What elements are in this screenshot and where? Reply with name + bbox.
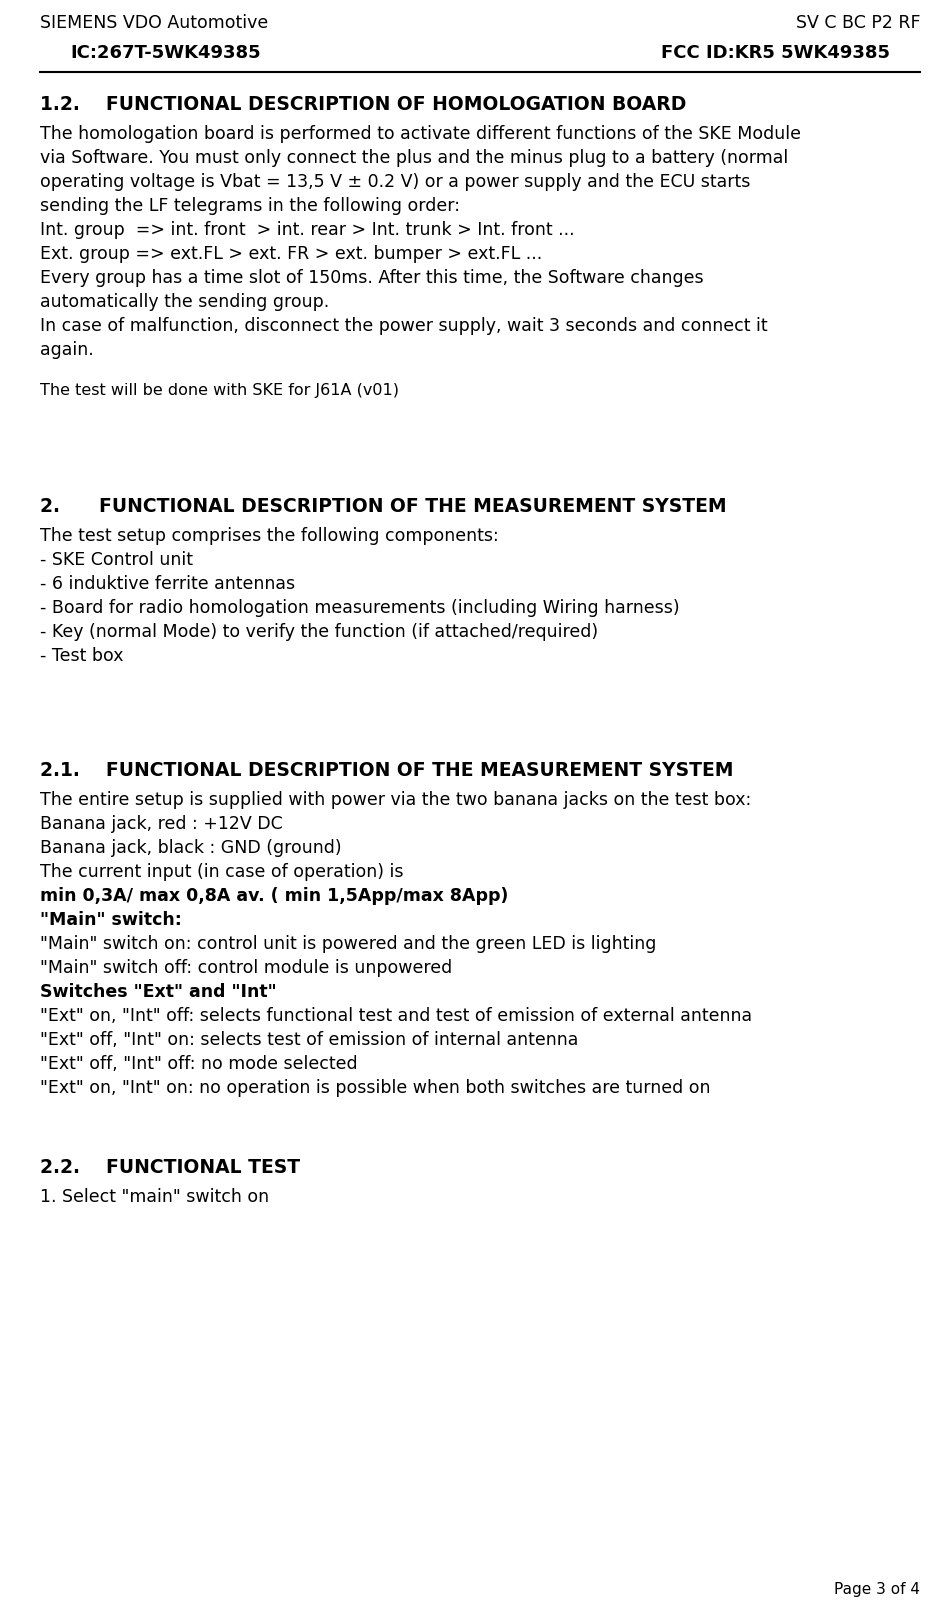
Text: - Key (normal Mode) to verify the function (if attached/required): - Key (normal Mode) to verify the functi… <box>40 623 598 641</box>
Text: Switches "Ext" and "Int": Switches "Ext" and "Int" <box>40 984 277 1001</box>
Text: "Ext" off, "Int" on: selects test of emission of internal antenna: "Ext" off, "Int" on: selects test of emi… <box>40 1032 579 1049</box>
Text: Banana jack, red : +12V DC: Banana jack, red : +12V DC <box>40 815 283 833</box>
Text: Banana jack, black : GND (ground): Banana jack, black : GND (ground) <box>40 839 342 857</box>
Text: The entire setup is supplied with power via the two banana jacks on the test box: The entire setup is supplied with power … <box>40 791 751 809</box>
Text: The test will be done with SKE for J61A (v01): The test will be done with SKE for J61A … <box>40 383 399 397</box>
Text: The homologation board is performed to activate different functions of the SKE M: The homologation board is performed to a… <box>40 125 801 143</box>
Text: Page 3 of 4: Page 3 of 4 <box>834 1583 920 1597</box>
Text: "Ext" off, "Int" off: no mode selected: "Ext" off, "Int" off: no mode selected <box>40 1056 358 1073</box>
Text: SV C BC P2 RF: SV C BC P2 RF <box>796 14 920 32</box>
Text: SIEMENS VDO Automotive: SIEMENS VDO Automotive <box>40 14 268 32</box>
Text: Int. group  => int. front  > int. rear > Int. trunk > Int. front ...: Int. group => int. front > int. rear > I… <box>40 221 575 239</box>
Text: 1. Select "main" switch on: 1. Select "main" switch on <box>40 1189 269 1206</box>
Text: automatically the sending group.: automatically the sending group. <box>40 293 329 311</box>
Text: Ext. group => ext.FL > ext. FR > ext. bumper > ext.FL ...: Ext. group => ext.FL > ext. FR > ext. bu… <box>40 245 542 263</box>
Text: "Main" switch on: control unit is powered and the green LED is lighting: "Main" switch on: control unit is powere… <box>40 936 656 953</box>
Text: - 6 induktive ferrite antennas: - 6 induktive ferrite antennas <box>40 575 295 593</box>
Text: 1.2.    FUNCTIONAL DESCRIPTION OF HOMOLOGATION BOARD: 1.2. FUNCTIONAL DESCRIPTION OF HOMOLOGAT… <box>40 95 686 114</box>
Text: 2.1.    FUNCTIONAL DESCRIPTION OF THE MEASUREMENT SYSTEM: 2.1. FUNCTIONAL DESCRIPTION OF THE MEASU… <box>40 761 733 780</box>
Text: - SKE Control unit: - SKE Control unit <box>40 551 193 569</box>
Text: via Software. You must only connect the plus and the minus plug to a battery (no: via Software. You must only connect the … <box>40 149 788 167</box>
Text: "Main" switch:: "Main" switch: <box>40 912 182 929</box>
Text: "Main" switch off: control module is unpowered: "Main" switch off: control module is unp… <box>40 960 452 977</box>
Text: operating voltage is Vbat = 13,5 V ± 0.2 V) or a power supply and the ECU starts: operating voltage is Vbat = 13,5 V ± 0.2… <box>40 173 750 191</box>
Text: FCC ID:KR5 5WK49385: FCC ID:KR5 5WK49385 <box>661 43 890 62</box>
Text: 2.2.    FUNCTIONAL TEST: 2.2. FUNCTIONAL TEST <box>40 1158 300 1177</box>
Text: Every group has a time slot of 150ms. After this time, the Software changes: Every group has a time slot of 150ms. Af… <box>40 269 703 287</box>
Text: - Board for radio homologation measurements (including Wiring harness): - Board for radio homologation measureme… <box>40 599 680 617</box>
Text: again.: again. <box>40 341 93 359</box>
Text: sending the LF telegrams in the following order:: sending the LF telegrams in the followin… <box>40 197 460 215</box>
Text: 2.      FUNCTIONAL DESCRIPTION OF THE MEASUREMENT SYSTEM: 2. FUNCTIONAL DESCRIPTION OF THE MEASURE… <box>40 497 727 516</box>
Text: - Test box: - Test box <box>40 647 124 665</box>
Text: "Ext" on, "Int" off: selects functional test and test of emission of external an: "Ext" on, "Int" off: selects functional … <box>40 1008 752 1025</box>
Text: "Ext" on, "Int" on: no operation is possible when both switches are turned on: "Ext" on, "Int" on: no operation is poss… <box>40 1080 711 1097</box>
Text: IC:267T-5WK49385: IC:267T-5WK49385 <box>70 43 261 62</box>
Text: In case of malfunction, disconnect the power supply, wait 3 seconds and connect : In case of malfunction, disconnect the p… <box>40 317 767 335</box>
Text: The test setup comprises the following components:: The test setup comprises the following c… <box>40 527 498 545</box>
Text: min 0,3A/ max 0,8A av. ( min 1,5App/max 8App): min 0,3A/ max 0,8A av. ( min 1,5App/max … <box>40 888 509 905</box>
Text: The current input (in case of operation) is: The current input (in case of operation)… <box>40 863 403 881</box>
